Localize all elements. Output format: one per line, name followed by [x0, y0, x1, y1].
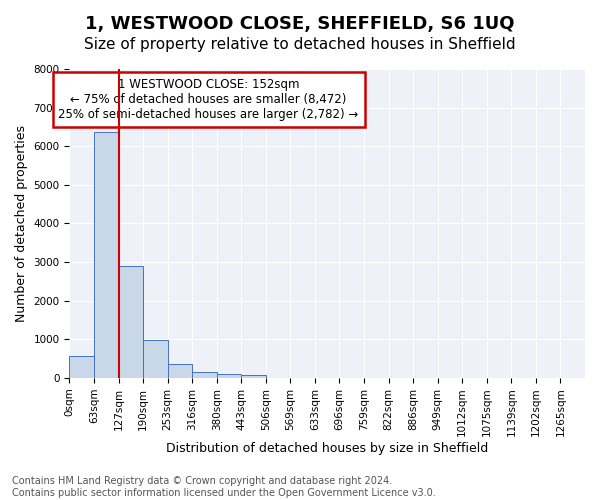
Bar	[119, 266, 143, 378]
Text: Size of property relative to detached houses in Sheffield: Size of property relative to detached ho…	[84, 38, 516, 52]
Text: Contains HM Land Registry data © Crown copyright and database right 2024.
Contai: Contains HM Land Registry data © Crown c…	[12, 476, 436, 498]
Bar	[70, 356, 94, 378]
Text: 1, WESTWOOD CLOSE, SHEFFIELD, S6 1UQ: 1, WESTWOOD CLOSE, SHEFFIELD, S6 1UQ	[85, 15, 515, 33]
Bar	[217, 374, 241, 378]
Bar	[167, 364, 192, 378]
Bar	[143, 340, 167, 378]
X-axis label: Distribution of detached houses by size in Sheffield: Distribution of detached houses by size …	[166, 442, 488, 455]
Text: 1 WESTWOOD CLOSE: 152sqm
← 75% of detached houses are smaller (8,472)
25% of sem: 1 WESTWOOD CLOSE: 152sqm ← 75% of detach…	[58, 78, 359, 122]
Y-axis label: Number of detached properties: Number of detached properties	[15, 125, 28, 322]
Bar	[192, 372, 217, 378]
Bar	[94, 132, 119, 378]
Bar	[241, 376, 266, 378]
